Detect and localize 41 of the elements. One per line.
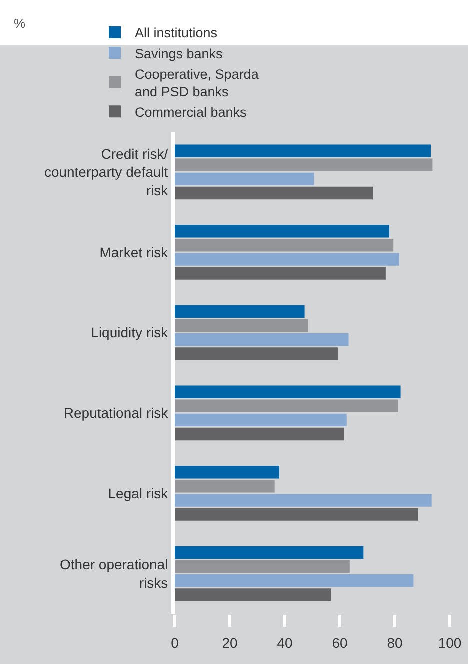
legend-label: Cooperative, Sparda and PSD banks — [135, 66, 260, 100]
bar — [175, 480, 275, 493]
bar — [175, 305, 305, 318]
bar — [175, 158, 433, 172]
x-tick-label: 80 — [387, 634, 403, 651]
bar — [175, 494, 432, 507]
bar — [175, 267, 386, 280]
bar — [175, 348, 338, 360]
bar — [175, 144, 432, 158]
bar — [175, 574, 414, 588]
y-tick-label: Credit risk/ counterparty default risk — [44, 146, 170, 198]
legend-label: Commercial banks — [135, 104, 248, 120]
bar — [175, 386, 401, 398]
bar — [175, 172, 314, 186]
bar — [175, 334, 349, 346]
y-tick-label: Reputational risk — [64, 405, 170, 422]
bar — [175, 508, 418, 521]
bar — [175, 400, 398, 412]
x-tick-label: 0 — [171, 634, 180, 651]
x-tick-label: 40 — [277, 634, 293, 651]
bar — [175, 428, 344, 441]
bar — [175, 225, 390, 238]
legend-label: All institutions — [135, 26, 218, 41]
bar — [175, 414, 347, 427]
bar — [175, 239, 394, 252]
x-tick-label: 100 — [438, 634, 462, 651]
bar — [175, 546, 364, 560]
x-tick-label: 20 — [222, 634, 238, 651]
y-tick-label: Other operational risks — [60, 556, 168, 591]
bar — [175, 186, 373, 200]
x-tick-label: 60 — [332, 634, 348, 651]
bar — [175, 466, 280, 479]
legend-label: Savings banks — [135, 46, 224, 62]
bar — [175, 253, 400, 266]
bar — [175, 588, 332, 602]
bar — [175, 560, 350, 574]
text: % — [14, 16, 26, 31]
y-tick-label: Market risk — [100, 244, 170, 260]
bar — [175, 319, 308, 332]
y-tick-label: Liquidity risk — [91, 324, 170, 341]
y-tick-label: Legal risk — [108, 485, 170, 502]
